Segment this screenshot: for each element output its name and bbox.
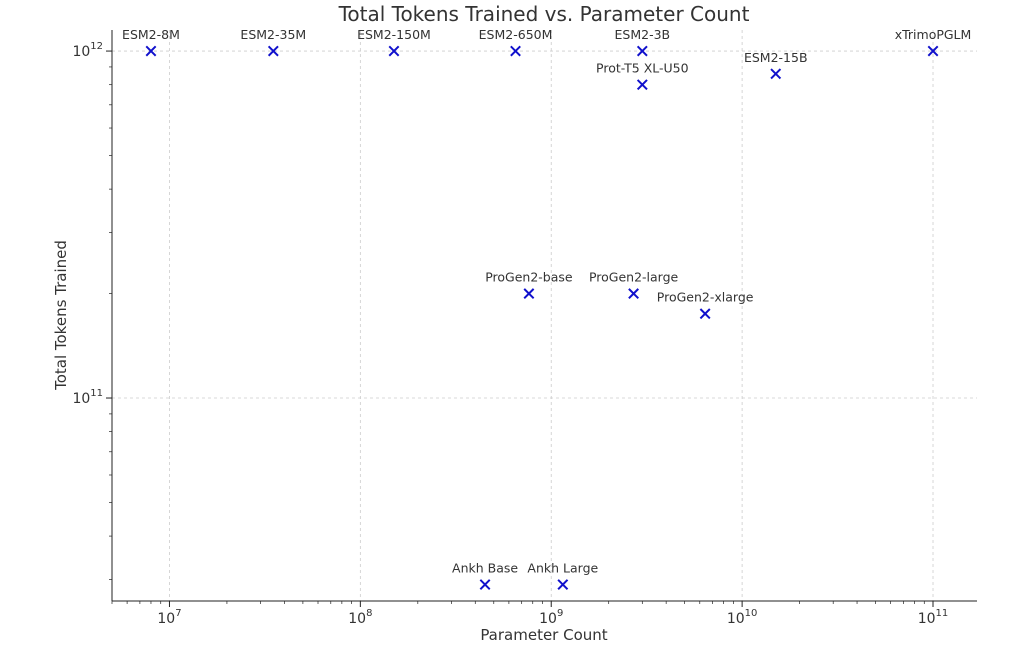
y-tick-base: 10 bbox=[72, 44, 90, 60]
x-tick-base: 10 bbox=[348, 611, 366, 627]
y-tick-exponent: 12 bbox=[90, 41, 103, 52]
x-marker bbox=[628, 288, 639, 299]
point-label: Prot-T5 XL-U50 bbox=[596, 61, 689, 76]
data-point: xTrimoPGLM bbox=[895, 27, 972, 57]
point-label: ESM2-35M bbox=[240, 27, 306, 42]
data-point: ESM2-8M bbox=[122, 27, 180, 57]
data-point: Ankh Base bbox=[452, 561, 518, 590]
data-point: ProGen2-base bbox=[485, 270, 573, 299]
point-label: ProGen2-xlarge bbox=[657, 290, 754, 305]
y-tick-label: 1011 bbox=[72, 388, 103, 407]
x-tick-label: 108 bbox=[348, 608, 372, 627]
x-marker bbox=[927, 45, 939, 57]
x-marker bbox=[388, 45, 400, 57]
x-marker bbox=[636, 45, 648, 57]
data-point: ProGen2-large bbox=[589, 270, 679, 299]
x-tick-label: 1010 bbox=[727, 608, 758, 627]
point-label: ESM2-650M bbox=[479, 27, 553, 42]
data-point: ESM2-15B bbox=[744, 50, 808, 80]
point-label: ProGen2-base bbox=[485, 270, 573, 285]
x-tick-base: 10 bbox=[157, 611, 175, 627]
data-point: ESM2-35M bbox=[240, 27, 306, 57]
x-marker bbox=[557, 579, 569, 590]
y-tick-label: 1012 bbox=[72, 41, 103, 60]
chart-title: Total Tokens Trained vs. Parameter Count bbox=[338, 2, 750, 26]
data-point: ProGen2-xlarge bbox=[657, 290, 754, 320]
grid-lines bbox=[112, 30, 977, 601]
point-label: xTrimoPGLM bbox=[895, 27, 972, 42]
x-marker bbox=[523, 288, 535, 299]
y-axis-label: Total Tokens Trained bbox=[52, 240, 70, 391]
data-point: Ankh Large bbox=[527, 561, 599, 590]
point-label: Ankh Large bbox=[527, 561, 598, 576]
x-axis-label: Parameter Count bbox=[480, 626, 607, 644]
data-point: Prot-T5 XL-U50 bbox=[596, 61, 689, 91]
x-tick-exponent: 8 bbox=[366, 608, 372, 619]
x-marker bbox=[479, 579, 491, 590]
y-tick-base: 10 bbox=[72, 391, 90, 407]
x-tick-label: 107 bbox=[157, 608, 181, 627]
data-point: ESM2-650M bbox=[479, 27, 553, 57]
x-tick-exponent: 9 bbox=[557, 608, 563, 619]
x-marker bbox=[770, 68, 782, 80]
data-point: ESM2-150M bbox=[357, 27, 431, 57]
x-tick-label: 1011 bbox=[918, 608, 949, 627]
point-label: ESM2-3B bbox=[615, 27, 671, 42]
x-tick-base: 10 bbox=[918, 611, 936, 627]
x-marker bbox=[699, 308, 711, 320]
data-points: ESM2-8M ESM2-35M ESM2-150M ESM2-650M ESM2-3B… bbox=[122, 27, 972, 590]
y-tick-exponent: 11 bbox=[90, 388, 103, 399]
x-tick-exponent: 7 bbox=[175, 608, 181, 619]
x-marker bbox=[267, 45, 279, 57]
point-label: ESM2-150M bbox=[357, 27, 431, 42]
x-tick-label: 109 bbox=[539, 608, 563, 627]
point-label: ESM2-8M bbox=[122, 27, 180, 42]
axes bbox=[111, 30, 977, 602]
point-label: Ankh Base bbox=[452, 561, 518, 576]
x-marker bbox=[510, 45, 521, 57]
data-point: ESM2-3B bbox=[615, 27, 671, 57]
point-label: ESM2-15B bbox=[744, 50, 808, 65]
x-tick-exponent: 10 bbox=[745, 608, 758, 619]
x-tick-exponent: 11 bbox=[936, 608, 949, 619]
x-marker bbox=[145, 45, 157, 57]
x-marker bbox=[636, 79, 648, 91]
x-tick-base: 10 bbox=[727, 611, 745, 627]
point-label: ProGen2-large bbox=[589, 270, 679, 285]
x-tick-base: 10 bbox=[539, 611, 557, 627]
